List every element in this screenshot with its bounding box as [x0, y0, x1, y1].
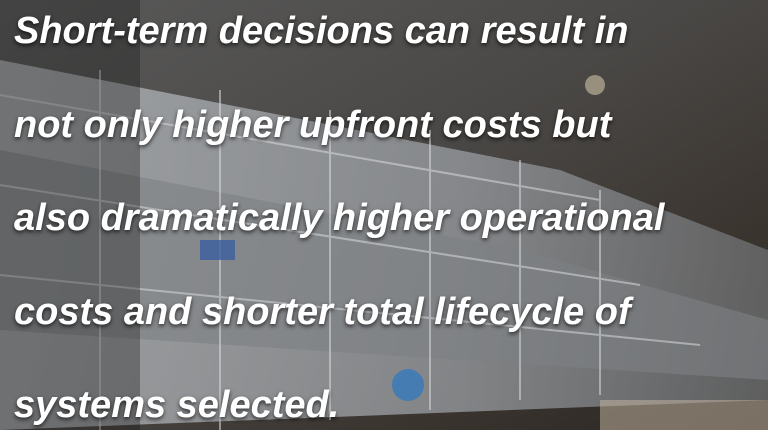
quote-line: systems selected.	[14, 383, 339, 427]
quote-line: also dramatically higher operational	[14, 196, 664, 240]
quote-line: costs and shorter total lifecycle of	[14, 290, 631, 334]
quote-line: not only higher upfront costs but	[14, 103, 611, 147]
quote-line: Short-term decisions can result in	[14, 9, 628, 53]
image-card: Short-term decisions can result in not o…	[0, 0, 768, 430]
